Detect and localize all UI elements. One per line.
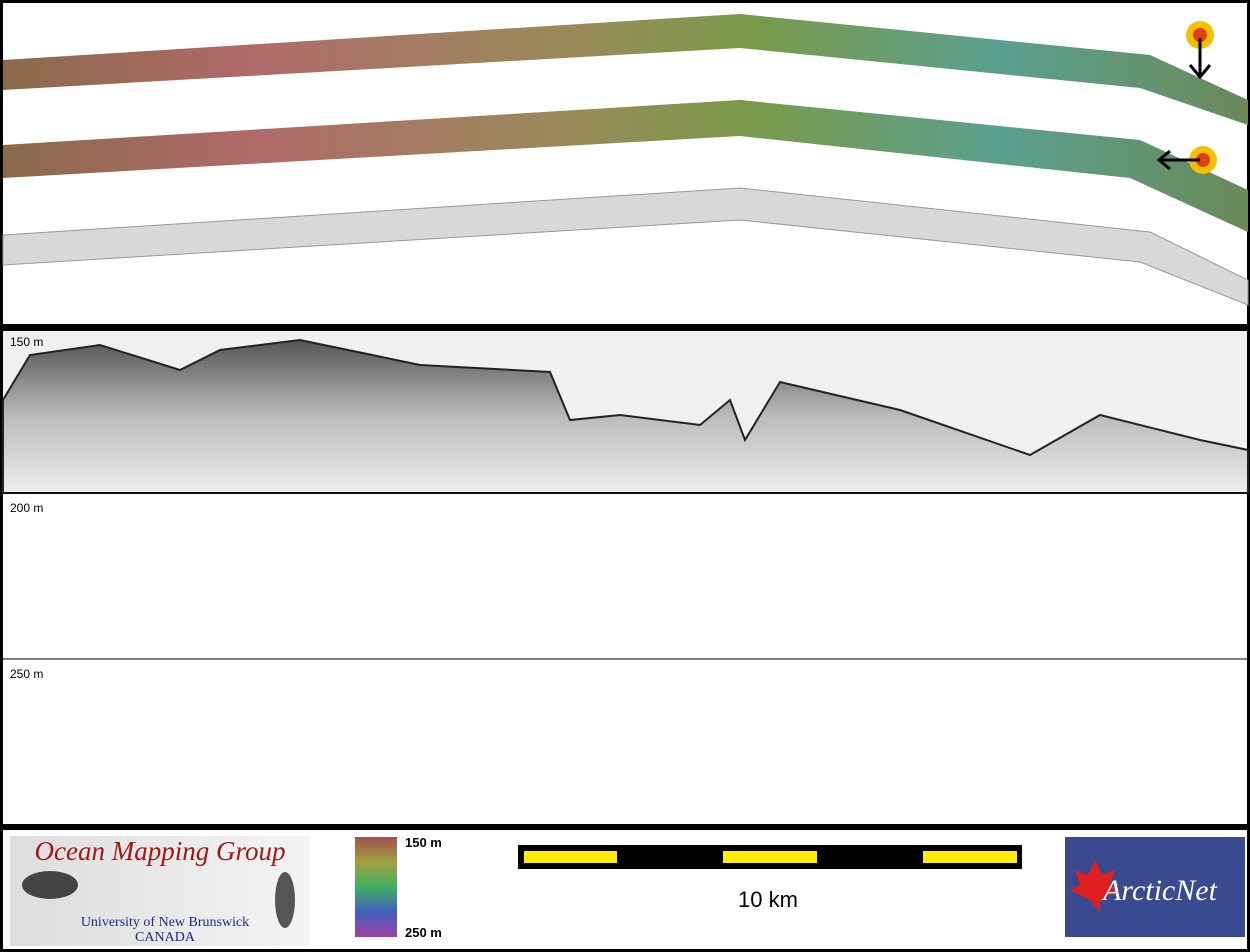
partner-name: ArcticNet xyxy=(1101,874,1218,907)
maple-leaf xyxy=(1070,860,1120,912)
depth-label: 150 m xyxy=(10,335,43,349)
scale-segment xyxy=(923,851,1017,863)
colorbar xyxy=(355,837,397,937)
backscatter-strip xyxy=(2,187,1249,306)
logo-image xyxy=(275,872,295,928)
logo-university: University of New Brunswick xyxy=(81,915,249,930)
logo-image xyxy=(22,871,78,899)
light-arrow xyxy=(1188,38,1212,80)
sun-icon xyxy=(1193,28,1207,42)
depth-label: 250 m xyxy=(10,667,43,681)
sun-icon xyxy=(1196,153,1210,167)
scale-segment xyxy=(723,851,817,863)
bathymetry-strip xyxy=(3,100,1248,232)
colorbar-label: 150 m xyxy=(405,835,442,850)
scale-label: 10 km xyxy=(738,887,798,912)
light-arrow xyxy=(1156,149,1200,171)
logo-country: CANADA xyxy=(135,930,196,945)
logo-title: Ocean Mapping Group xyxy=(35,836,286,866)
colorbar-label: 250 m xyxy=(405,925,442,940)
bathymetry-strip xyxy=(3,14,1248,125)
depth-label: 200 m xyxy=(10,501,43,515)
scale-segment xyxy=(524,851,617,863)
seabed-profile xyxy=(2,338,1249,494)
